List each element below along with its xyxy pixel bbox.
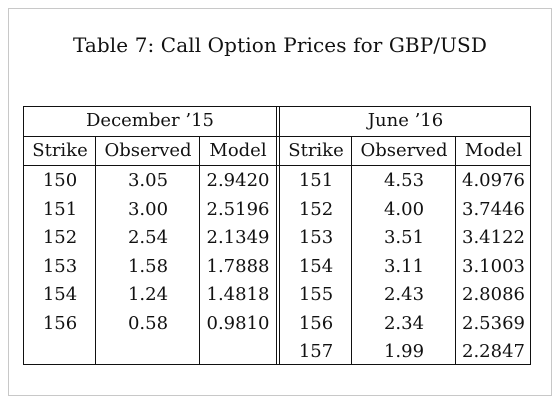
june-model-cell: 2.2847 xyxy=(462,341,525,362)
col-header-strike-left: Strike xyxy=(32,140,88,161)
group-divider xyxy=(279,107,280,364)
col-divider xyxy=(351,137,352,364)
december-strike-cell: 156 xyxy=(42,312,78,334)
december-model-cell: 1.4818 xyxy=(206,284,270,305)
december-observed-cell: 2.54 xyxy=(127,227,169,248)
group-header-december: December ’15 xyxy=(85,110,214,131)
june-observed-cell: 4.53 xyxy=(383,170,425,191)
june-observed-cell: 2.34 xyxy=(383,312,425,334)
december-strike-cell: 152 xyxy=(42,227,78,248)
june-observed-cell: 3.11 xyxy=(383,255,425,277)
december-model-cell: 1.7888 xyxy=(206,255,270,277)
june-strike-cell: 154 xyxy=(298,255,334,277)
december-observed-cell: 3.00 xyxy=(127,198,169,220)
june-model-cell: 3.4122 xyxy=(462,227,525,248)
group-header-june: June ’16 xyxy=(367,110,444,131)
col-header-strike-right: Strike xyxy=(288,140,344,161)
june-strike-cell: 156 xyxy=(298,312,334,334)
december-observed-cell: 3.05 xyxy=(127,170,169,191)
june-model-cell: 2.8086 xyxy=(462,284,525,305)
december-model-cell: 2.5196 xyxy=(206,198,270,220)
june-strike-cell: 151 xyxy=(298,170,334,191)
group-divider xyxy=(276,107,277,364)
june-observed-cell: 4.00 xyxy=(383,198,425,220)
december-observed-cell: 1.24 xyxy=(127,284,169,305)
col-divider xyxy=(199,137,200,364)
column-header-rule xyxy=(24,165,530,166)
june-model-cell: 2.5369 xyxy=(462,312,525,334)
june-strike-cell: 153 xyxy=(298,227,334,248)
december-model-cell: 2.1349 xyxy=(206,227,270,248)
june-observed-cell: 3.51 xyxy=(383,227,425,248)
december-strike-cell: 153 xyxy=(42,255,78,277)
option-prices-table: December ’15 June ’16 Strike Observed Mo… xyxy=(23,106,531,365)
december-observed-cell: 0.58 xyxy=(127,312,169,334)
col-header-model-right: Model xyxy=(464,140,523,161)
december-strike-cell: 150 xyxy=(42,170,78,191)
june-observed-cell: 2.43 xyxy=(383,284,425,305)
col-header-model-left: Model xyxy=(209,140,267,161)
december-strike-cell: 154 xyxy=(42,284,78,305)
figure-frame xyxy=(8,8,552,396)
table-caption: Table 7: Call Option Prices for GBP/USD xyxy=(72,33,487,57)
col-header-observed-left: Observed xyxy=(104,140,192,161)
june-strike-cell: 152 xyxy=(298,198,334,220)
june-strike-cell: 155 xyxy=(298,284,334,305)
col-header-observed-right: Observed xyxy=(360,140,448,161)
june-model-cell: 3.7446 xyxy=(462,198,525,220)
december-model-cell: 0.9810 xyxy=(206,312,270,334)
june-observed-cell: 1.99 xyxy=(383,341,425,362)
june-model-cell: 3.1003 xyxy=(462,255,525,277)
col-divider xyxy=(95,137,96,364)
june-model-cell: 4.0976 xyxy=(462,170,525,191)
col-divider xyxy=(455,137,456,364)
december-observed-cell: 1.58 xyxy=(127,255,169,277)
december-strike-cell: 151 xyxy=(42,198,78,220)
june-strike-cell: 157 xyxy=(298,341,334,362)
december-model-cell: 2.9420 xyxy=(206,170,270,191)
group-header-rule xyxy=(24,136,530,137)
